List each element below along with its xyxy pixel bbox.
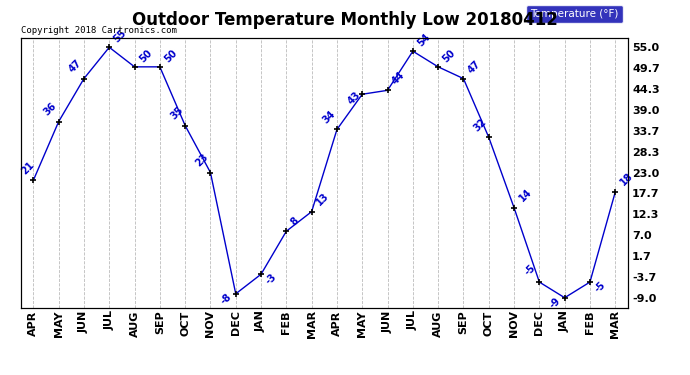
Text: Outdoor Temperature Monthly Low 20180412: Outdoor Temperature Monthly Low 20180412: [132, 11, 558, 29]
Text: 43: 43: [346, 90, 362, 107]
Text: Copyright 2018 Cartronics.com: Copyright 2018 Cartronics.com: [21, 26, 177, 35]
Text: -8: -8: [219, 291, 234, 306]
Text: 13: 13: [315, 191, 331, 207]
Text: 8: 8: [289, 215, 301, 227]
Text: 47: 47: [68, 58, 84, 74]
Text: 50: 50: [441, 48, 457, 64]
Text: -9: -9: [548, 296, 562, 310]
Text: 21: 21: [19, 159, 36, 176]
Text: 23: 23: [194, 152, 210, 168]
Text: -5: -5: [523, 263, 538, 278]
Text: 34: 34: [320, 109, 337, 125]
Text: 55: 55: [112, 28, 128, 45]
Text: 14: 14: [517, 187, 533, 204]
Text: 36: 36: [42, 101, 59, 117]
Text: 50: 50: [137, 48, 154, 64]
Text: 44: 44: [391, 69, 407, 86]
Text: 50: 50: [163, 48, 179, 64]
Legend: Temperature (°F): Temperature (°F): [526, 5, 622, 23]
Text: 32: 32: [472, 117, 489, 133]
Text: 18: 18: [618, 171, 635, 188]
Text: 47: 47: [466, 59, 483, 76]
Text: 35: 35: [168, 105, 185, 122]
Text: -3: -3: [264, 272, 279, 287]
Text: 54: 54: [415, 32, 432, 48]
Text: -5: -5: [593, 280, 607, 295]
